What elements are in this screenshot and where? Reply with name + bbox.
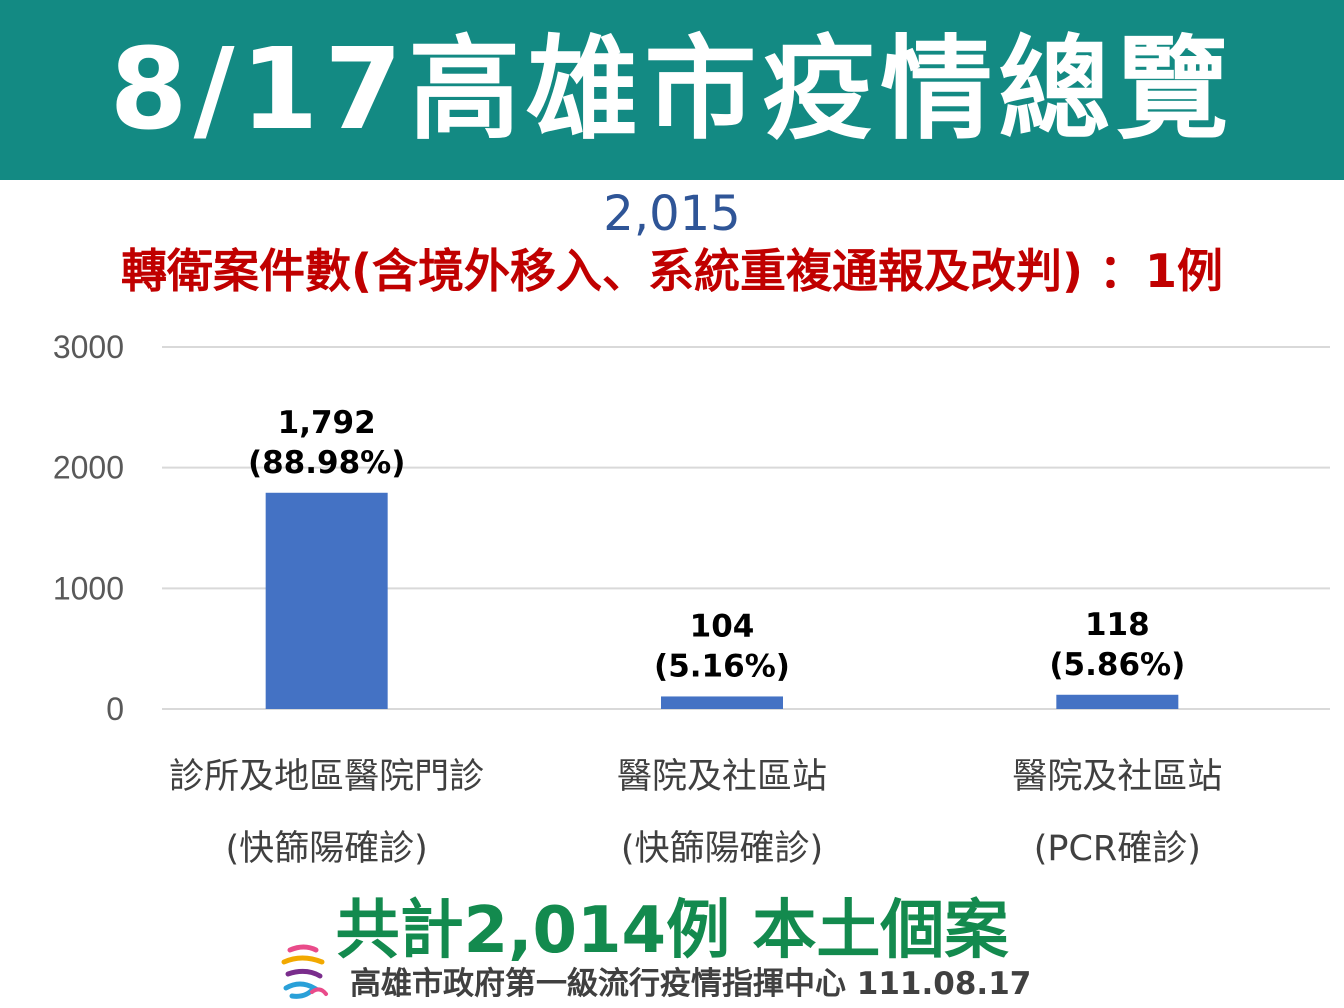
data-label: (5.16%) [654,648,790,684]
data-label: 1,792 [278,405,376,441]
y-tick-label: 1000 [53,570,124,606]
y-tick-label: 3000 [53,329,124,365]
x-category-label: (快篩陽確診) [621,829,823,869]
x-category-label: 診所及地區醫院門診 [169,757,484,797]
source-credit: 高雄市政府第一級流行疫情指揮中心 111.08.17 [350,966,1032,1002]
x-category-label: (PCR確診) [1034,829,1201,869]
bars [265,492,1179,709]
y-axis-ticks: 3000 2000 1000 0 [53,329,124,727]
bar [1056,694,1179,709]
x-category-label: 醫院及社區站 [1012,757,1222,797]
data-label: 104 [690,608,755,644]
data-label: (5.86%) [1049,647,1185,683]
bar-chart: 3000 2000 1000 0 1,792 (88.98%) 104 (5.16%) 118… [53,329,1330,869]
y-tick-label: 0 [106,691,124,727]
header-banner: 8/17高雄市疫情總覽 [0,0,1344,180]
local-cases-total: 共計2,014例 本土個案 [335,894,1009,968]
transfer-cases-note: 轉衛案件數(含境外移入、系統重複通報及改判) ：1例 [120,244,1224,298]
x-category-label: 醫院及社區站 [617,757,827,797]
kaohsiung-logo-icon [281,944,328,999]
data-label: 118 [1085,607,1150,643]
data-labels: 1,792 (88.98%) 104 (5.16%) 118 (5.86%) [248,405,1185,685]
x-axis-labels: 診所及地區醫院門診 (快篩陽確診) 醫院及社區站 (快篩陽確診) 醫院及社區站 (PCR確… [169,757,1222,869]
y-tick-label: 2000 [53,450,124,486]
bar [661,696,783,709]
x-category-label: (快篩陽確診) [226,829,428,869]
data-label: (88.98%) [248,445,405,481]
total-cases-value: 2,015 [603,186,741,242]
page-title: 8/17高雄市疫情總覽 [109,25,1235,155]
bar [265,492,388,709]
